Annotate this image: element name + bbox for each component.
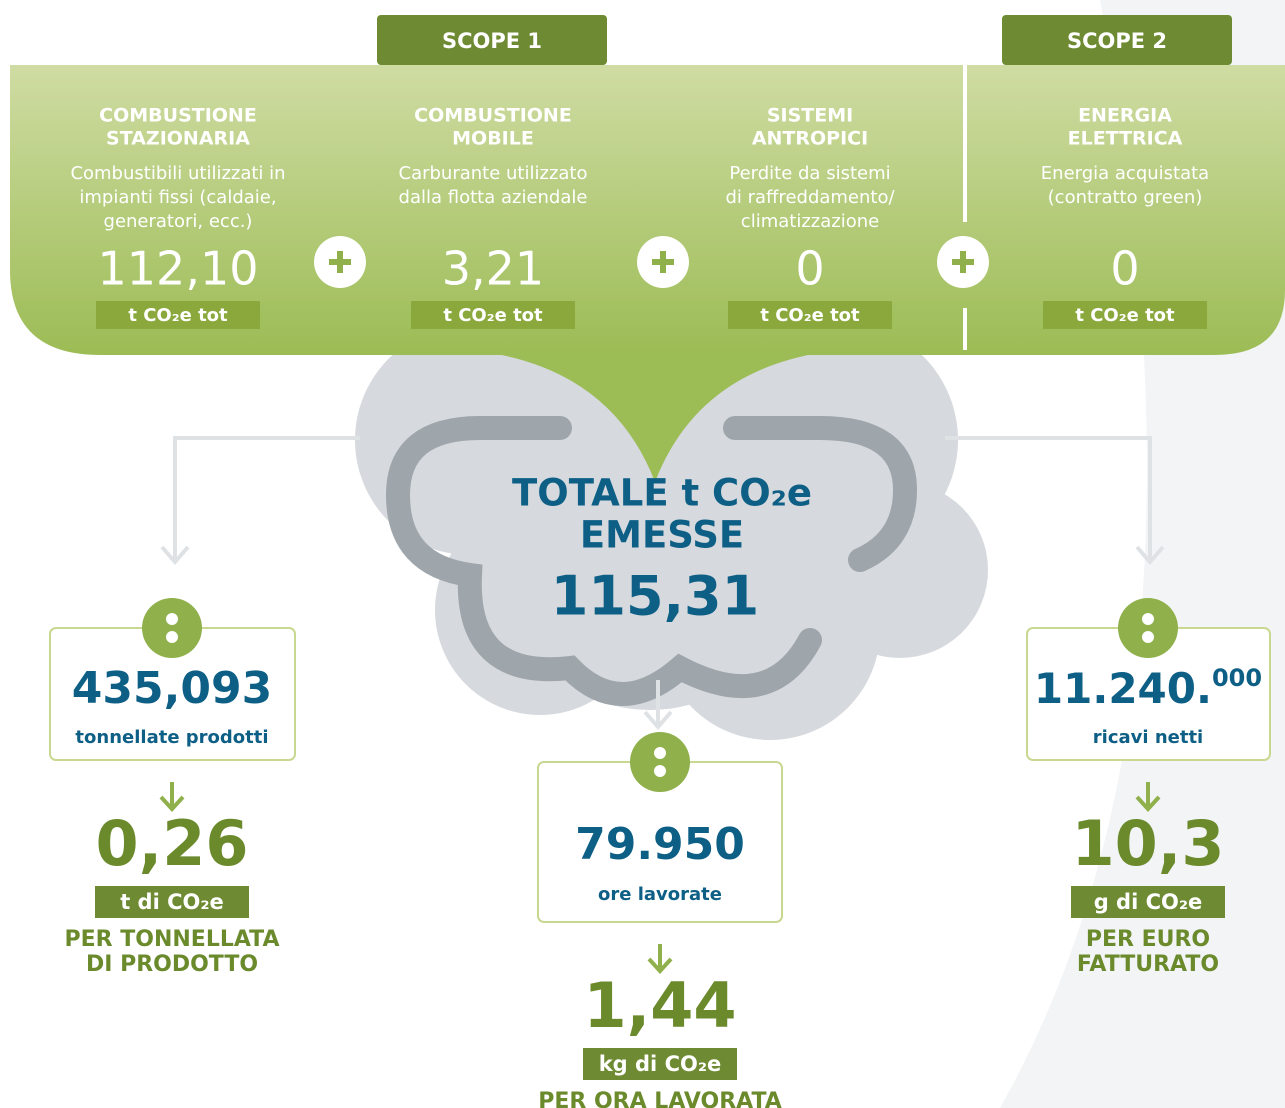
- indicator-unit: kg di CO₂e: [599, 1052, 722, 1076]
- indicator-unit: t di CO₂e: [120, 890, 224, 914]
- indicator-value: 10,3: [1072, 807, 1225, 880]
- divide-icon: [630, 732, 690, 792]
- divide-icon: [142, 598, 202, 658]
- source-description: Combustibili utilizzati in: [70, 163, 285, 184]
- scope-tab: [1002, 15, 1232, 65]
- total-title: EMESSE: [580, 514, 744, 557]
- divisor: 435,093: [72, 663, 272, 714]
- unit-box: [95, 886, 249, 918]
- source-value: 0: [795, 242, 824, 296]
- source-title: STAZIONARIA: [106, 128, 250, 150]
- source-title: COMBUSTIONE: [414, 105, 572, 127]
- down-arrow: [647, 944, 673, 974]
- divisor-label: ore lavorate: [598, 884, 722, 905]
- plus-icons: [314, 236, 989, 288]
- indicator-value: 1,44: [584, 969, 737, 1042]
- divide-dot: [1142, 613, 1154, 625]
- divide-dot: [1142, 631, 1154, 643]
- scope-tab: [377, 15, 607, 65]
- scope-label: SCOPE 1: [442, 29, 542, 53]
- source-description: di raffreddamento/: [725, 187, 895, 208]
- down-arrow: [1135, 782, 1161, 812]
- divide-dot: [654, 765, 666, 777]
- source-description: impianti fissi (caldaie,: [79, 187, 276, 208]
- source-unit: t CO₂e tot: [1075, 305, 1175, 326]
- source-description: generatori, ecc.): [104, 211, 253, 232]
- divide-dot: [166, 631, 178, 643]
- divisor: 11.240.000: [1034, 664, 1262, 713]
- source-title: COMBUSTIONE: [99, 105, 257, 127]
- divisor-sup: 000: [1212, 664, 1262, 692]
- cloud-outline: [723, 416, 918, 572]
- divisor-label: ricavi netti: [1093, 727, 1203, 748]
- source-description: Energia acquistata: [1041, 163, 1209, 184]
- unit-box: [1071, 886, 1225, 918]
- unit-box: [411, 301, 575, 329]
- funnel: [470, 350, 840, 482]
- flow-arrows: [160, 436, 1165, 731]
- source-title: MOBILE: [452, 128, 534, 150]
- source-value: 0: [1110, 242, 1139, 296]
- scope-label: SCOPE 2: [1067, 29, 1167, 53]
- source-title: ANTROPICI: [752, 128, 868, 150]
- source-description: dalla flotta aziendale: [399, 187, 588, 208]
- down-arrow: [159, 782, 185, 812]
- source-unit: t CO₂e tot: [128, 305, 228, 326]
- divide-icon: [1118, 598, 1178, 658]
- indicator-label: PER TONNELLATA: [65, 927, 280, 952]
- source-description: Perdite da sistemi: [729, 163, 890, 184]
- cloud-outline: [385, 416, 822, 706]
- source-value: 3,21: [442, 242, 544, 296]
- indicator-value: 0,26: [96, 807, 249, 880]
- divisor-main: 11.240.: [1034, 664, 1212, 713]
- indicator-label: PER EURO: [1086, 927, 1210, 952]
- source-description: (contratto green): [1048, 187, 1203, 208]
- unit-box: [583, 1048, 737, 1080]
- unit-box: [96, 301, 260, 329]
- divisor-label: tonnellate prodotti: [75, 727, 268, 748]
- source-title: ENERGIA: [1078, 105, 1172, 127]
- indicator-label: PER ORA LAVORATA: [538, 1089, 782, 1108]
- total-title: TOTALE t CO₂e: [512, 472, 812, 515]
- source-title: ELETTRICA: [1068, 128, 1183, 150]
- unit-box: [728, 301, 892, 329]
- source-unit: t CO₂e tot: [760, 305, 860, 326]
- source-description: Carburante utilizzato: [399, 163, 588, 184]
- source-description: climatizzazione: [741, 211, 879, 232]
- unit-box: [1043, 301, 1207, 329]
- divide-dot: [166, 613, 178, 625]
- source-title: SISTEMI: [767, 105, 853, 127]
- divisor: 79.950: [575, 819, 745, 870]
- source-value: 112,10: [98, 242, 259, 296]
- indicator-label: FATTURATO: [1077, 952, 1219, 977]
- total-value: 115,31: [551, 565, 759, 628]
- source-unit: t CO₂e tot: [443, 305, 543, 326]
- indicator-label: DI PRODOTTO: [86, 952, 258, 977]
- divide-dot: [654, 747, 666, 759]
- indicator-unit: g di CO₂e: [1094, 890, 1203, 914]
